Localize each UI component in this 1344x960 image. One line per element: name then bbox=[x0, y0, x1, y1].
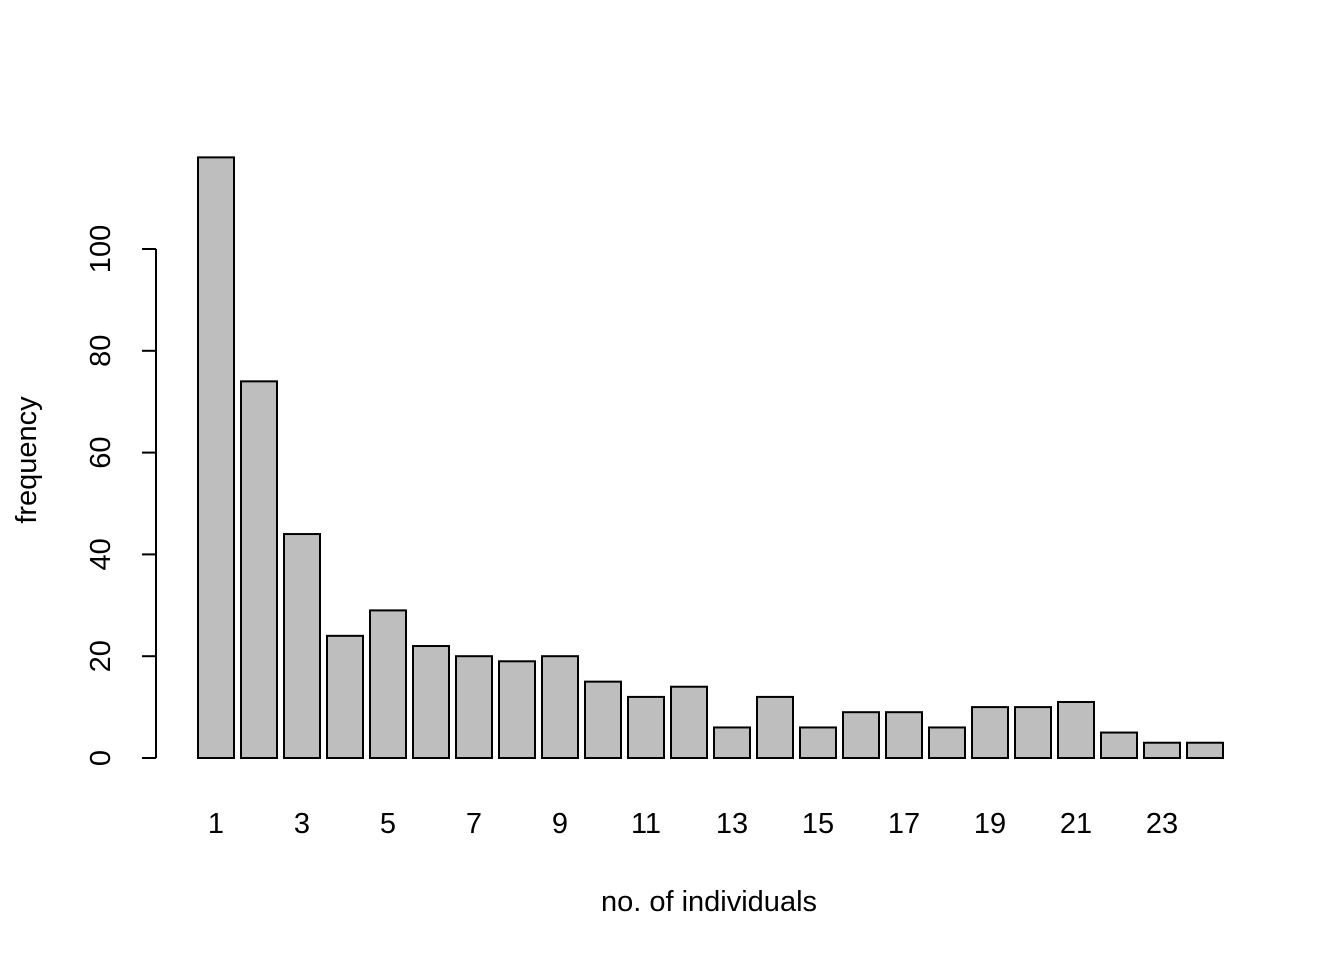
y-tick-label-20: 20 bbox=[85, 640, 117, 672]
x-tick-label-9: 9 bbox=[552, 808, 568, 840]
bar-13 bbox=[713, 726, 751, 760]
bar-14 bbox=[756, 695, 794, 759]
y-tick-label-0: 0 bbox=[85, 750, 117, 766]
bar-9 bbox=[541, 655, 579, 760]
y-tick-label-60: 60 bbox=[85, 436, 117, 468]
bar-19 bbox=[971, 706, 1009, 759]
x-tick-labels: 1 3 5 7 9 11 13 15 17 19 21 23 bbox=[208, 808, 1178, 840]
bar-6 bbox=[412, 645, 450, 760]
bar-3 bbox=[283, 533, 321, 759]
bar-21 bbox=[1057, 701, 1095, 760]
y-axis-label: frequency bbox=[11, 396, 43, 524]
x-tick-label-21: 21 bbox=[1060, 808, 1092, 840]
x-tick-label-19: 19 bbox=[974, 808, 1006, 840]
bar-22 bbox=[1100, 731, 1138, 759]
bar-18 bbox=[928, 726, 966, 760]
bar-5 bbox=[369, 609, 407, 760]
y-tick-label-100: 100 bbox=[85, 225, 117, 273]
x-tick-label-17: 17 bbox=[888, 808, 920, 840]
bar-15 bbox=[799, 726, 837, 760]
bar-8 bbox=[498, 660, 536, 759]
x-axis-label: no. of individuals bbox=[601, 886, 817, 918]
y-axis: 0 20 40 60 80 100 bbox=[85, 225, 157, 766]
x-tick-label-5: 5 bbox=[380, 808, 396, 840]
x-tick-label-7: 7 bbox=[466, 808, 482, 840]
bar-4 bbox=[326, 634, 364, 760]
bar-16 bbox=[842, 711, 880, 760]
bar-7 bbox=[455, 655, 493, 760]
bar-1 bbox=[197, 156, 235, 759]
bars-group bbox=[197, 156, 1224, 760]
x-tick-label-13: 13 bbox=[716, 808, 748, 840]
x-tick-label-23: 23 bbox=[1146, 808, 1178, 840]
x-tick-label-1: 1 bbox=[208, 808, 224, 840]
bar-11 bbox=[627, 695, 665, 759]
bar-24 bbox=[1186, 741, 1224, 759]
bar-17 bbox=[885, 711, 923, 760]
bar-10 bbox=[584, 680, 622, 760]
bar-2 bbox=[240, 380, 278, 759]
bar-12 bbox=[670, 685, 708, 759]
bar-23 bbox=[1143, 741, 1181, 759]
y-tick-label-80: 80 bbox=[85, 335, 117, 367]
x-tick-label-11: 11 bbox=[631, 808, 661, 840]
x-tick-label-3: 3 bbox=[294, 808, 310, 840]
x-tick-label-15: 15 bbox=[802, 808, 834, 840]
y-tick-label-40: 40 bbox=[85, 538, 117, 570]
bar-20 bbox=[1014, 706, 1052, 759]
